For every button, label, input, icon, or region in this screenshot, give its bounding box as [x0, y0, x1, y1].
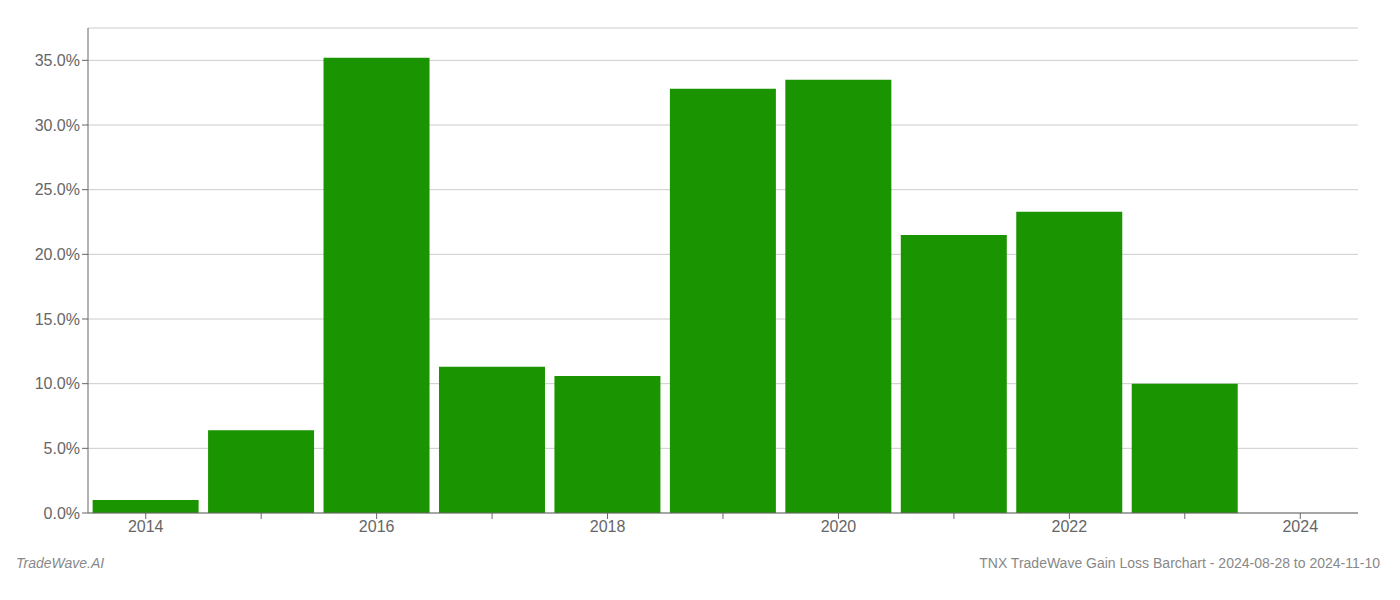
svg-text:0.0%: 0.0%: [44, 505, 80, 522]
svg-text:5.0%: 5.0%: [44, 440, 80, 457]
svg-text:2018: 2018: [590, 518, 626, 535]
svg-text:2020: 2020: [821, 518, 857, 535]
svg-text:2024: 2024: [1282, 518, 1318, 535]
svg-text:2014: 2014: [128, 518, 164, 535]
svg-text:30.0%: 30.0%: [35, 117, 80, 134]
svg-text:10.0%: 10.0%: [35, 375, 80, 392]
html-text:TNX TradeWave Gain Loss Barcha: TNX TradeWave Gain Loss Barchart - 2024-…: [979, 555, 1380, 571]
svg-text:15.0%: 15.0%: [35, 311, 80, 328]
svg-text:2016: 2016: [359, 518, 395, 535]
svg-text:35.0%: 35.0%: [35, 52, 80, 69]
html-text:TradeWave.AI: TradeWave.AI: [16, 555, 105, 571]
svg-text:25.0%: 25.0%: [35, 181, 80, 198]
svg-text:20.0%: 20.0%: [35, 246, 80, 263]
svg-text:2022: 2022: [1052, 518, 1088, 535]
